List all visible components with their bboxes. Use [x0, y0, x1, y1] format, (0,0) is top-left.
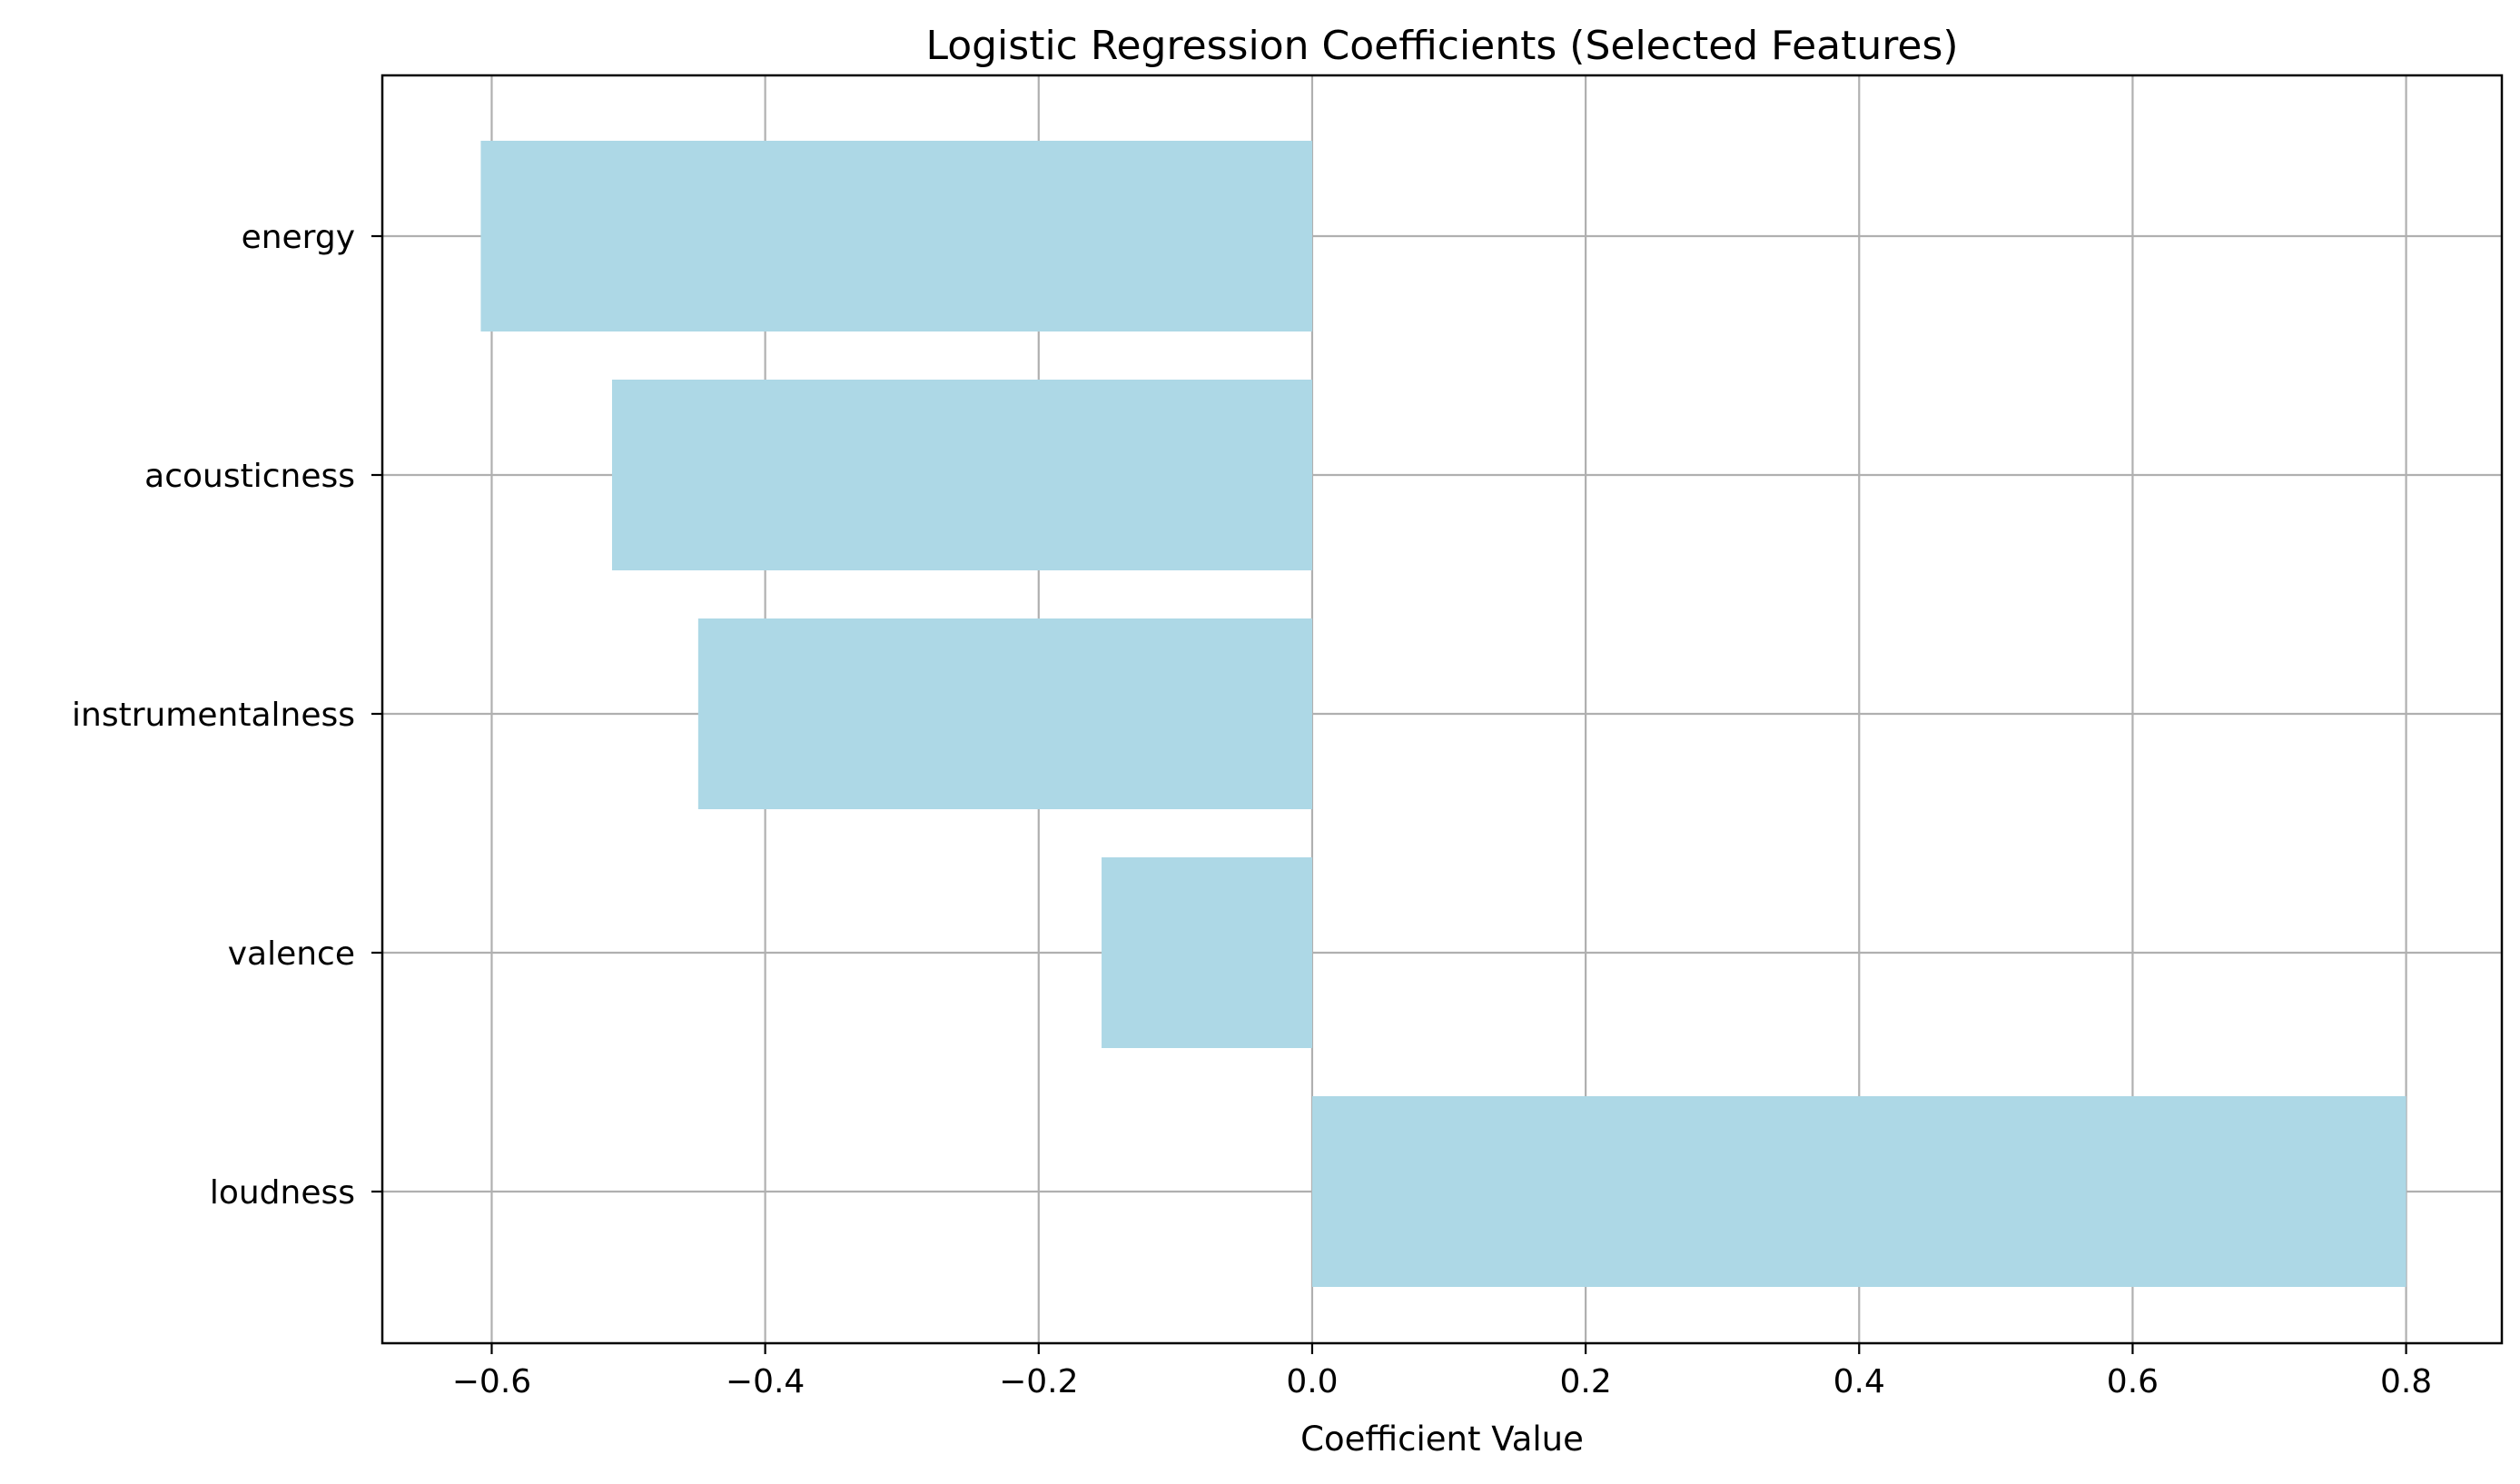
bar-loudness [1311, 1096, 2406, 1287]
y-tick-label: instrumentalness [72, 697, 355, 734]
y-tick-label: loudness [210, 1174, 355, 1212]
x-tick-label: 0.8 [2380, 1363, 2432, 1400]
x-tick-label: 0.6 [2107, 1363, 2159, 1400]
bars [480, 141, 2406, 1287]
plot-frame [380, 74, 2504, 1345]
bar-acousticness [611, 380, 1312, 570]
chart-title: Logistic Regression Coefficients (Select… [925, 23, 1958, 69]
x-tick-label: 0.4 [1833, 1363, 1885, 1400]
x-tick-label: −0.6 [452, 1363, 531, 1400]
x-tick-label: −0.4 [726, 1363, 805, 1400]
bar-valence [1102, 857, 1312, 1048]
bar-energy [480, 141, 1312, 331]
y-tick-label: valence [228, 935, 355, 973]
x-tick-label: 0.2 [1559, 1363, 1611, 1400]
ticks: −0.6 −0.4 −0.2 0.0 0.2 0.4 0.6 0.8 energy acousti… [72, 219, 2432, 1400]
x-tick-label: −0.2 [999, 1363, 1078, 1400]
y-tick-label: energy [242, 219, 355, 256]
x-tick-label: 0.0 [1286, 1363, 1338, 1400]
bar-instrumentalness [697, 618, 1312, 809]
x-axis-label: Coefficient Value [1300, 1420, 1584, 1459]
y-tick-label: acousticness [144, 458, 355, 495]
